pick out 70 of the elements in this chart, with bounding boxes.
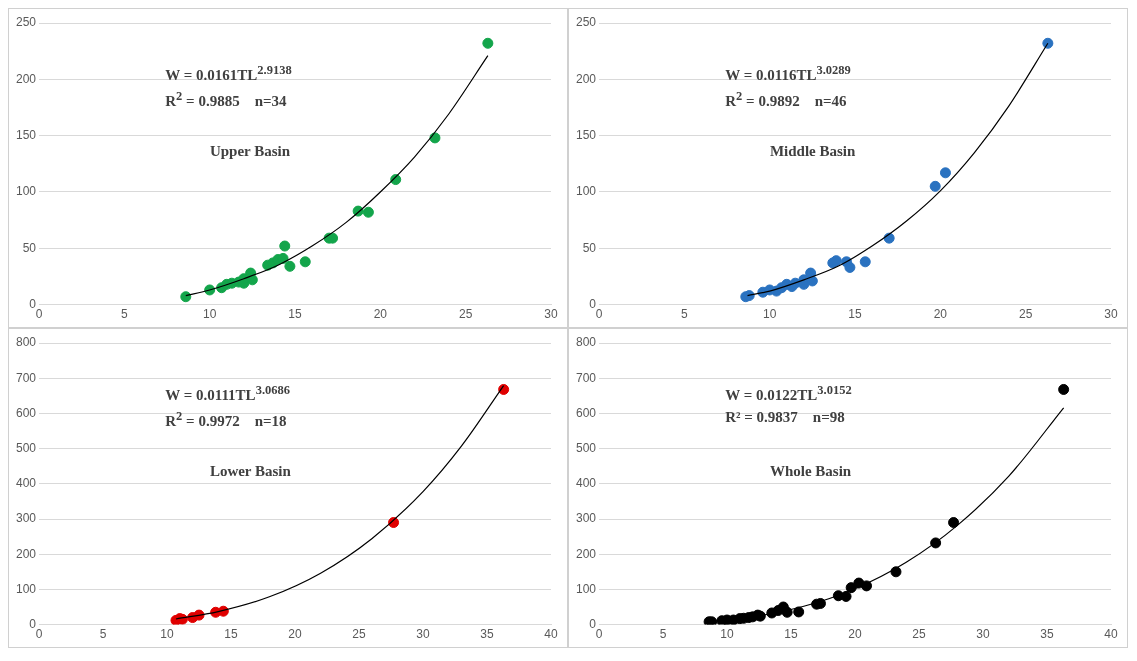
x-tick-label: 35	[480, 627, 494, 642]
annotation: R$^{2}$ = 0.9892 n=46	[725, 88, 847, 110]
y-tick-label: 0	[589, 296, 597, 311]
x-tick-label: 15	[288, 307, 302, 322]
y-tick-label: 600	[575, 405, 597, 420]
x-tick-label: 20	[933, 307, 948, 322]
y-tick-label: 200	[15, 546, 37, 561]
x-tick-label: 15	[784, 627, 799, 642]
x-tick-label: 30	[1104, 307, 1118, 322]
annotation: R$^{2}$ = 0.9885 n=34	[165, 88, 287, 110]
y-tick-label: 200	[15, 71, 37, 86]
x-tick-label: 30	[544, 307, 558, 322]
y-tick-label: 700	[15, 370, 37, 385]
y-tick-label: 150	[15, 127, 37, 142]
x-tick-label: 35	[1040, 627, 1054, 642]
y-tick-label: 250	[575, 15, 597, 30]
x-tick-label: 10	[720, 627, 735, 642]
x-tick-label: 30	[416, 627, 430, 642]
annotation: W = 0.0122TL$^{3.0152}$	[725, 383, 852, 405]
y-tick-label: 100	[575, 581, 597, 596]
y-tick-label: 200	[575, 546, 597, 561]
y-tick-label: 200	[575, 71, 597, 86]
y-tick-label: 100	[575, 184, 597, 199]
x-tick-label: 10	[160, 627, 175, 642]
y-tick-label: 500	[15, 440, 37, 455]
x-tick-label: 5	[121, 307, 129, 322]
annotation: Whole Basin	[769, 462, 852, 480]
x-tick-label: 20	[288, 627, 302, 642]
y-tick-label: 500	[575, 440, 597, 455]
x-tick-label: 20	[373, 307, 388, 322]
x-tick-label: 15	[224, 627, 239, 642]
y-tick-label: 700	[575, 370, 597, 385]
x-tick-label: 30	[976, 627, 990, 642]
annotation: W = 0.0111TL$^{3.0686}$	[165, 383, 290, 405]
x-tick-label: 10	[203, 307, 217, 322]
annotation: Lower Basin	[209, 462, 291, 480]
y-tick-label: 100	[15, 581, 37, 596]
annotation: Upper Basin	[209, 142, 291, 160]
y-tick-label: 600	[15, 405, 37, 420]
y-tick-label: 100	[15, 184, 37, 199]
x-tick-label: 25	[912, 627, 926, 642]
x-tick-label: 15	[848, 307, 862, 322]
y-tick-label: 800	[575, 335, 597, 350]
x-tick-label: 40	[1104, 627, 1118, 642]
annotation: W = 0.0161TL$^{2.9138}$	[165, 63, 292, 85]
x-tick-label: 25	[352, 627, 366, 642]
y-tick-label: 400	[15, 476, 37, 491]
y-tick-label: 0	[589, 616, 597, 631]
y-tick-label: 400	[575, 476, 597, 491]
x-tick-label: 20	[848, 627, 862, 642]
y-tick-label: 50	[582, 240, 597, 255]
y-tick-label: 300	[15, 511, 37, 526]
x-tick-label: 40	[544, 627, 558, 642]
annotation: W = 0.0116TL$^{3.0289}$	[725, 63, 851, 85]
y-tick-label: 50	[22, 240, 37, 255]
y-tick-label: 800	[15, 335, 37, 350]
x-tick-label: 25	[458, 307, 473, 322]
y-tick-label: 0	[29, 296, 37, 311]
y-tick-label: 300	[575, 511, 597, 526]
x-tick-label: 5	[99, 627, 107, 642]
x-tick-label: 10	[763, 307, 777, 322]
annotation: R$^{2}$ = 0.9972 n=18	[165, 408, 287, 430]
annotation: Middle Basin	[769, 142, 856, 160]
y-tick-label: 0	[29, 616, 37, 631]
x-tick-label: 5	[659, 627, 667, 642]
annotation: R² = 0.9837 n=98	[725, 408, 845, 426]
y-tick-label: 150	[575, 127, 597, 142]
x-tick-label: 5	[681, 307, 689, 322]
x-tick-label: 25	[1018, 307, 1033, 322]
y-tick-label: 250	[15, 15, 37, 30]
